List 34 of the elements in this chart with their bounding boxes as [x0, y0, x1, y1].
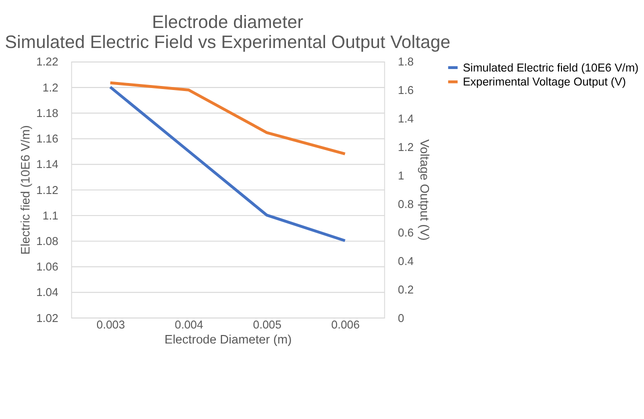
y2-tick-label: 1.4	[398, 114, 414, 126]
y2-tick-label: 0	[398, 312, 404, 325]
y-tick-label: 1.2	[42, 82, 58, 94]
y2-tick-label: 0.4	[398, 256, 414, 268]
legend-label: Experimental Voltage Output (V)	[462, 76, 626, 89]
y2-tick-label: 1.8	[398, 56, 414, 69]
y2-tick-label: 0.8	[398, 198, 414, 211]
y-tick-label: 1.12	[36, 184, 58, 197]
y-tick-label: 1.22	[36, 56, 58, 69]
x-axis-title: Electrode Diameter (m)	[164, 332, 292, 347]
text: Electrode diameter	[152, 12, 304, 32]
y-tick-label: 1.16	[36, 134, 58, 146]
x-tick-label: 0.004	[174, 319, 204, 332]
y-tick-label: 1.1	[42, 210, 58, 222]
line-series	[108, 86, 346, 242]
y-tick-label: 1.06	[36, 262, 58, 274]
y-tick-label: 1.18	[36, 108, 58, 120]
legend-label: Simulated Electric field (10E6 V/m)	[462, 62, 639, 74]
y-axis-title: Electric fied (10E6 V/m)	[18, 125, 33, 255]
y-tick-label: 1.08	[36, 236, 58, 248]
y2-tick-label: 1	[398, 170, 404, 183]
y2-tick-label: 0.6	[398, 227, 414, 240]
text: Simulated Electric Field vs Experimental Output Voltage	[4, 32, 450, 52]
y-tick-label: 1.02	[36, 312, 58, 325]
y2-axis-title: Voltage Output (V)	[417, 139, 432, 241]
y2-tick-label: 1.6	[398, 85, 414, 98]
x-tick-label: 0.005	[252, 319, 282, 332]
line-series	[108, 81, 346, 156]
y2-tick-label: 0.2	[398, 284, 414, 296]
x-tick-label: 0.006	[331, 319, 360, 332]
y-tick-label: 1.14	[36, 159, 58, 172]
y-tick-label: 1.04	[36, 287, 58, 300]
y2-tick-label: 1.2	[398, 142, 414, 154]
x-tick-label: 0.003	[96, 319, 125, 332]
